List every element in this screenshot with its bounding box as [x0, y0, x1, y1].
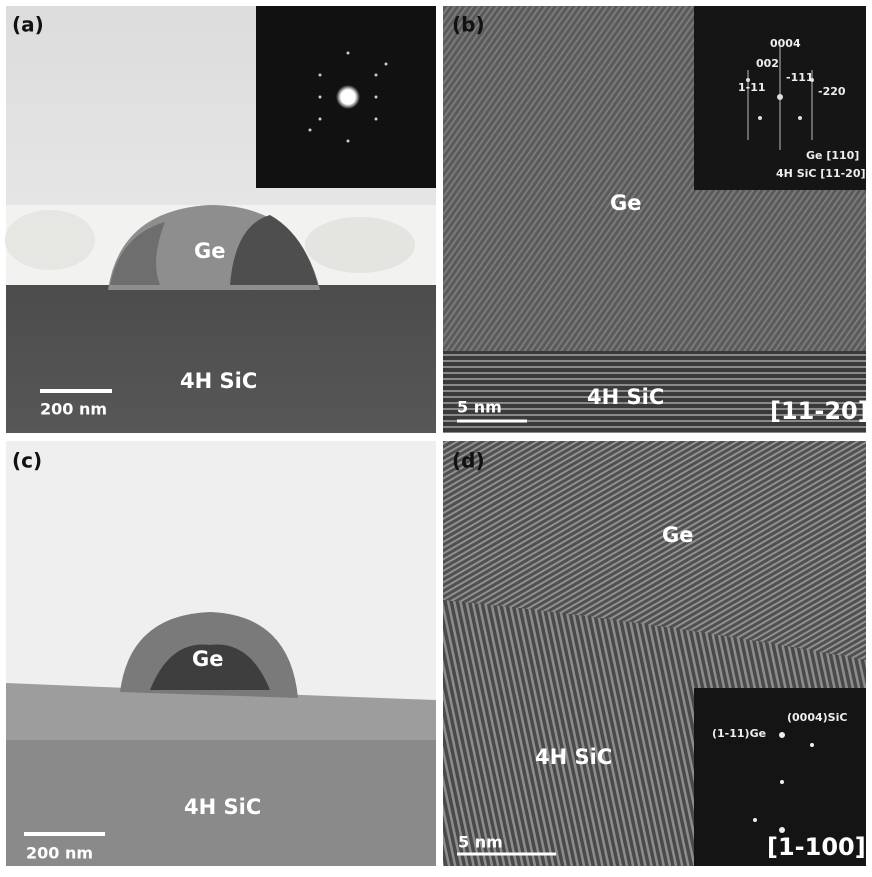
panel-label: (a) — [12, 13, 44, 37]
spot-label: (1-11)Ge — [712, 727, 766, 740]
scale-bar-label: 200 nm — [40, 400, 107, 419]
spot-label: 1-11 — [738, 81, 766, 94]
phase-label: Ge — [662, 523, 693, 547]
spot-label: -111 — [786, 71, 814, 84]
panel-d: (d) Ge 4H SiC 5 nm [1-100] (0004)SiC (1-… — [443, 441, 866, 866]
spot-label: 0004 — [770, 37, 801, 50]
spot-label: 002 — [756, 57, 779, 70]
panel-b: (b) Ge 4H SiC 5 nm [11-20] 0004 002 -111… — [443, 6, 869, 433]
zone-axis: [11-20] — [770, 397, 869, 425]
phase-label: 4H SiC — [184, 795, 261, 819]
phase-label: 4H SiC — [587, 385, 664, 409]
spot-label: (0004)SiC — [787, 711, 847, 724]
panel-a: (a) Ge 4H SiC 200 nm — [5, 6, 436, 433]
phase-label: 4H SiC — [535, 745, 612, 769]
panel-label: (b) — [452, 13, 485, 37]
spot-label: -220 — [818, 85, 846, 98]
panel-c: (c) Ge 4H SiC 200 nm — [6, 441, 436, 866]
phase-label: Ge — [192, 647, 223, 671]
phase-label: Ge — [610, 191, 641, 215]
phase-label: 4H SiC — [180, 369, 257, 393]
panel-label: (c) — [12, 449, 42, 473]
scale-bar-label: 200 nm — [26, 844, 93, 863]
phase-label: Ge — [194, 239, 225, 263]
scale-bar-label: 5 nm — [457, 398, 502, 417]
direction-label: Ge [110] — [806, 149, 859, 162]
direction-label: 4H SiC [11-20] — [776, 167, 866, 180]
figure: (a) Ge 4H SiC 200 nm (b) Ge 4H SiC 5 nm … — [0, 0, 872, 873]
scale-bar-label: 5 nm — [458, 833, 503, 852]
panel-label: (d) — [452, 449, 485, 473]
zone-axis: [1-100] — [767, 833, 866, 861]
